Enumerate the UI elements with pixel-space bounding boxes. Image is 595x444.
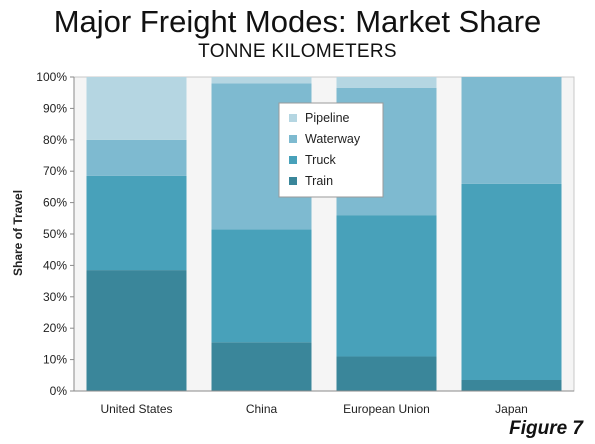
x-category-label: European Union [343, 402, 430, 416]
bar-train-european-union [336, 356, 437, 391]
y-tick-label: 70% [43, 164, 67, 178]
y-tick-label: 20% [43, 321, 67, 335]
y-axis-label: Share of Travel [11, 190, 25, 276]
y-tick-label: 90% [43, 101, 67, 115]
x-category-label: United States [100, 402, 172, 416]
bar-pipeline-united-states [86, 77, 187, 140]
y-tick-label: 60% [43, 196, 67, 210]
legend-swatch [289, 177, 297, 185]
bar-pipeline-european-union [336, 77, 437, 88]
y-tick-label: 50% [43, 227, 67, 241]
x-category-label: China [246, 402, 278, 416]
chart-title: Major Freight Modes: Market Share [53, 4, 542, 39]
y-tick-label: 40% [43, 258, 67, 272]
bar-truck-european-union [336, 215, 437, 357]
bar-pipeline-china [211, 77, 312, 84]
legend-swatch [289, 135, 297, 143]
y-tick-label: 80% [43, 133, 67, 147]
bar-waterway-united-states [86, 139, 187, 176]
bar-group [86, 77, 562, 391]
bar-truck-china [211, 229, 312, 343]
legend-entry: Train [305, 174, 333, 188]
legend-entry: Pipeline [305, 111, 350, 125]
bar-truck-united-states [86, 175, 187, 271]
y-tick-label: 30% [43, 290, 67, 304]
legend: Pipeline Waterway Truck Train [278, 102, 384, 198]
axes: 0% 10% 20% 30% 40% 50% 60% 70% 80% 90% 100% United … [36, 70, 574, 416]
legend-swatch [289, 114, 297, 122]
chart-subtitle: TONNE KILOMETERS [198, 41, 397, 62]
legend-entry: Truck [305, 153, 337, 167]
bar-truck-japan [461, 183, 562, 381]
figure-label: Figure 7 [509, 418, 583, 439]
bar-waterway-japan [461, 77, 562, 184]
y-tick-label: 0% [50, 384, 68, 398]
legend-entry: Waterway [305, 132, 361, 146]
bar-train-japan [461, 380, 562, 391]
bar-train-china [211, 342, 312, 391]
y-tick-label: 100% [36, 70, 67, 84]
y-tick-label: 10% [43, 353, 67, 367]
legend-swatch [289, 156, 297, 164]
bar-train-united-states [86, 270, 187, 391]
x-category-label: Japan [495, 402, 528, 416]
